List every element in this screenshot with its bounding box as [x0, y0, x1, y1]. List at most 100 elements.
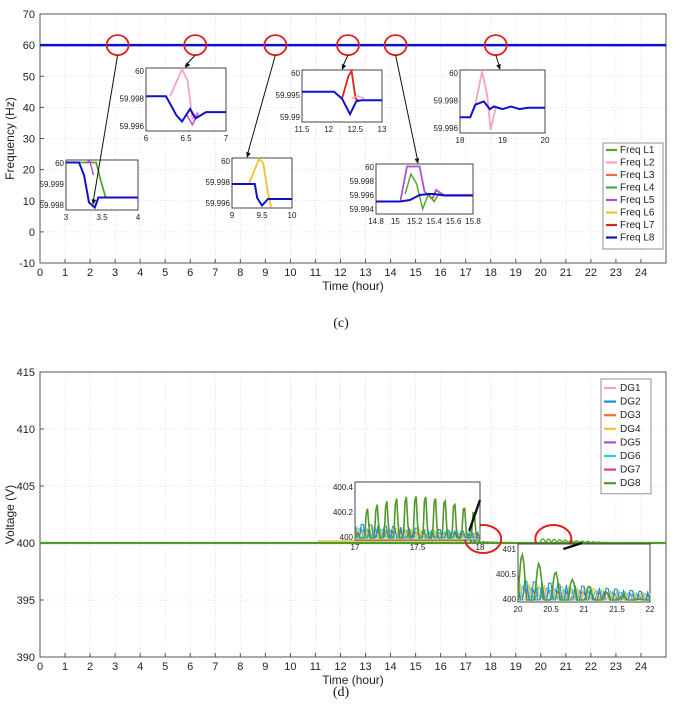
c-arrows: [91, 54, 501, 205]
c-legend-box: [602, 142, 664, 250]
d-xtick-label: 5: [162, 661, 168, 673]
c-inset-5-l8-series: [376, 193, 473, 203]
c-inset-5-ytick: 60: [365, 163, 374, 172]
c-ytick-label: -10: [19, 258, 35, 270]
c-xtick-label: 4: [137, 267, 143, 279]
c-inset-3-l8-series: [232, 183, 292, 208]
c-arrow-head: [341, 64, 347, 70]
c-arrow-head: [185, 62, 191, 68]
d-legend-label: DG7: [620, 465, 641, 476]
c-arrow-head: [496, 64, 501, 70]
c-inset-2-ytick: 59.998: [120, 95, 145, 104]
d-inset-1-ytick: 400.2: [333, 508, 354, 517]
c-xtick-label: 24: [635, 267, 647, 279]
d-inset-1-dg8-series: [354, 496, 480, 539]
chart-d: 0 1 2 3 4 5 6 7 8 9 10 11 12 13 14 15 16 17 18 19 20 21 22 23 24…: [3, 367, 667, 700]
c-inset-3-xtick: 10: [288, 211, 297, 220]
d-xtick-label: 8: [237, 661, 243, 673]
c-inset-1-l8-series: [66, 161, 138, 210]
c-inset-5-ytick: 59.994: [350, 205, 375, 214]
c-inset-3-ytick: 60: [221, 157, 230, 166]
c-inset-1-series: [85, 159, 95, 176]
d-caption: (d): [333, 685, 350, 700]
d-inset-2-ytick: 401: [503, 545, 517, 554]
d-inset-1-xtick: 18: [476, 543, 485, 552]
d-ripple-dg8: [465, 538, 640, 545]
c-inset-5-series: [404, 172, 441, 212]
d-xtick-label: 24: [635, 661, 647, 673]
c-inset-6-ytick: 59.996: [434, 124, 459, 133]
d-legend-label: DG6: [620, 451, 641, 462]
c-xtick-label: 14: [384, 267, 396, 279]
c-legend-label: Freq L2: [620, 158, 655, 169]
c-inset-5-xtick: 15.8: [465, 217, 481, 226]
d-xtick-label: 19: [510, 661, 522, 673]
c-inset-4-ytick: 60: [291, 69, 300, 78]
c-inset-6-l8-series: [460, 100, 545, 119]
d-arrow-line: [562, 541, 583, 551]
d-xtick-label: 16: [435, 661, 447, 673]
c-y-axis-label: Frequency (Hz): [3, 97, 17, 180]
c-arrow-line: [92, 55, 119, 204]
d-xtick-label: 6: [187, 661, 193, 673]
c-xtick-label: 17: [460, 267, 472, 279]
c-x-axis-label: Time (hour): [322, 279, 384, 293]
d-inset-2-xtick: 20: [514, 605, 523, 614]
d-xtick-label: 0: [37, 661, 43, 673]
d-ytick-label: 395: [17, 595, 35, 607]
c-inset-2-ytick: 60: [135, 67, 144, 76]
c-caption: (c): [333, 316, 349, 331]
c-inset-1-ytick: 59.998: [40, 201, 65, 210]
d-inset-2-ytick: 400: [503, 595, 517, 604]
d-legend-box: [600, 378, 652, 495]
d-inset-2-dg8-series: [517, 551, 650, 601]
d-legend-label: DG2: [620, 397, 641, 408]
d-inset-1-ytick: 400.4: [333, 483, 354, 492]
c-xtick-label: 0: [37, 267, 43, 279]
d-xtick-label: 11: [310, 661, 321, 673]
c-inset-4-ytick: 59.99: [280, 113, 301, 122]
d-xtick-label: 15: [409, 661, 421, 673]
d-x-axis-label: Time (hour): [322, 673, 384, 687]
d-xtick-label: 20: [535, 661, 547, 673]
d-xtick-label: 13: [359, 661, 371, 673]
d-plot-frame: [39, 371, 667, 658]
c-xtick-label: 2: [87, 267, 93, 279]
d-inset-1-xtick: 17.5: [410, 543, 426, 552]
c-inset-6-xtick: 20: [541, 136, 550, 145]
d-xtick-label: 22: [585, 661, 597, 673]
c-legend-label: Freq L5: [620, 195, 655, 206]
c-inset-3-xtick: 9: [230, 211, 235, 220]
c-ytick-label: 10: [23, 196, 35, 208]
c-inset-2-xtick: 6: [144, 134, 149, 143]
c-ytick-label: 70: [23, 9, 35, 21]
c-xtick-label: 5: [162, 267, 168, 279]
d-inset-2-xtick: 21: [580, 605, 589, 614]
c-inset-1-xtick: 3: [64, 213, 69, 222]
c-inset-5-xtick: 14.8: [368, 217, 384, 226]
d-legend-label: DG3: [620, 410, 641, 421]
c-inset-1-xtick: 3.5: [96, 213, 108, 222]
d-inset-1-ytick: 400: [340, 533, 354, 542]
c-inset-4-series: [351, 95, 365, 100]
c-arrow-line: [246, 54, 276, 157]
c-xtick-label: 9: [262, 267, 268, 279]
c-legend-label: Freq L3: [620, 170, 655, 181]
d-legend-label: DG5: [620, 437, 641, 448]
d-xtick-label: 7: [212, 661, 218, 673]
c-xtick-label: 23: [610, 267, 622, 279]
c-inset-6-active-series: [474, 71, 497, 131]
d-ytick-label: 415: [17, 367, 35, 379]
d-arrow-line: [468, 499, 482, 532]
d-inset-2-ytick: 400.5: [496, 570, 517, 579]
d-ytick-label: 405: [17, 481, 35, 493]
d-xtick-label: 21: [560, 661, 572, 673]
c-inset-2-xtick: 6.5: [180, 134, 192, 143]
d-ytick-label: 400: [17, 538, 35, 550]
c-inset-2-ytick: 59.996: [120, 122, 145, 131]
c-inset-6-ytick: 59.998: [434, 97, 459, 106]
c-arrow-head: [414, 158, 420, 164]
c-inset-6-xtick: 19: [498, 136, 507, 145]
c-inset-5-xtick: 15.6: [446, 217, 462, 226]
c-inset-2-xtick: 7: [224, 134, 229, 143]
